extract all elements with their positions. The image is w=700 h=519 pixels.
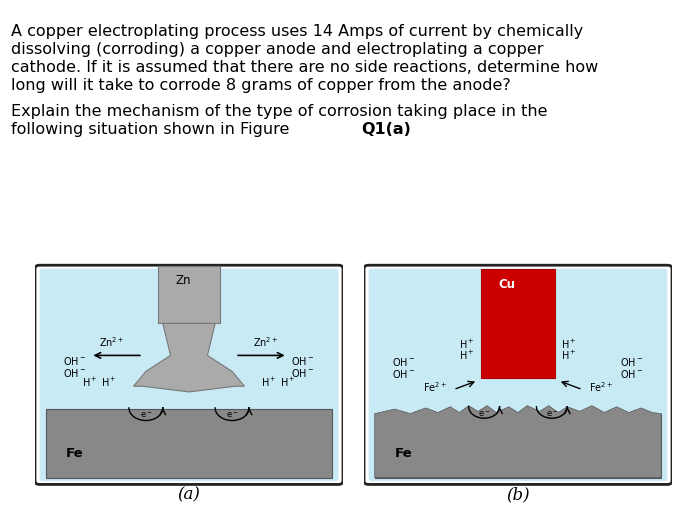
Text: H$^+$: H$^+$ xyxy=(459,337,475,350)
Text: OH$^-$: OH$^-$ xyxy=(291,355,315,367)
Text: cathode. If it is assumed that there are no side reactions, determine how: cathode. If it is assumed that there are… xyxy=(11,60,598,75)
Text: OH$^-$: OH$^-$ xyxy=(620,356,644,368)
Text: dissolving (corroding) a copper anode and electroplating a copper: dissolving (corroding) a copper anode an… xyxy=(11,42,543,57)
Text: H$^+$ H$^+$: H$^+$ H$^+$ xyxy=(83,376,117,389)
Text: (a): (a) xyxy=(178,486,200,503)
Text: Fe: Fe xyxy=(395,447,412,460)
Text: OH$^-$: OH$^-$ xyxy=(392,356,416,368)
Text: e$^-$: e$^-$ xyxy=(478,409,491,419)
Text: Cu: Cu xyxy=(498,278,516,291)
Text: H$^+$: H$^+$ xyxy=(459,349,475,362)
Bar xyxy=(481,269,555,378)
Text: Fe: Fe xyxy=(66,447,83,460)
Text: H$^+$: H$^+$ xyxy=(561,349,577,362)
Text: OH$^-$: OH$^-$ xyxy=(291,366,315,378)
Text: Explain the mechanism of the type of corrosion taking place in the: Explain the mechanism of the type of cor… xyxy=(11,104,547,119)
Bar xyxy=(158,266,220,323)
Text: Q1(a): Q1(a) xyxy=(361,122,412,137)
Text: Zn$^{2+}$: Zn$^{2+}$ xyxy=(253,335,279,349)
Polygon shape xyxy=(134,323,244,392)
Text: Fe$^{2+}$: Fe$^{2+}$ xyxy=(589,380,613,394)
Bar xyxy=(374,414,662,477)
Text: long will it take to corrode 8 grams of copper from the anode?: long will it take to corrode 8 grams of … xyxy=(11,78,511,93)
FancyBboxPatch shape xyxy=(364,265,672,484)
FancyBboxPatch shape xyxy=(40,269,338,481)
Text: (b): (b) xyxy=(506,486,530,503)
Text: OH$^-$: OH$^-$ xyxy=(63,366,87,378)
Text: H$^+$ H$^+$: H$^+$ H$^+$ xyxy=(261,376,295,389)
Text: OH$^-$: OH$^-$ xyxy=(63,355,87,367)
Text: Zn: Zn xyxy=(175,274,190,286)
Bar xyxy=(46,409,332,477)
Text: OH$^-$: OH$^-$ xyxy=(620,367,644,380)
Text: Fe$^{2+}$: Fe$^{2+}$ xyxy=(423,380,447,394)
Text: A copper electroplating process uses 14 Amps of current by chemically: A copper electroplating process uses 14 … xyxy=(11,24,583,39)
Text: Zn$^{2+}$: Zn$^{2+}$ xyxy=(99,335,125,349)
Text: OH$^-$: OH$^-$ xyxy=(392,367,416,380)
Text: following situation shown in Figure: following situation shown in Figure xyxy=(11,122,295,137)
Polygon shape xyxy=(374,406,662,477)
FancyBboxPatch shape xyxy=(369,269,667,481)
FancyBboxPatch shape xyxy=(35,265,343,484)
Text: e$^-$: e$^-$ xyxy=(545,409,558,419)
Text: e$^-$: e$^-$ xyxy=(226,410,239,420)
Text: e$^-$: e$^-$ xyxy=(139,410,152,420)
Text: H$^+$: H$^+$ xyxy=(561,337,577,350)
